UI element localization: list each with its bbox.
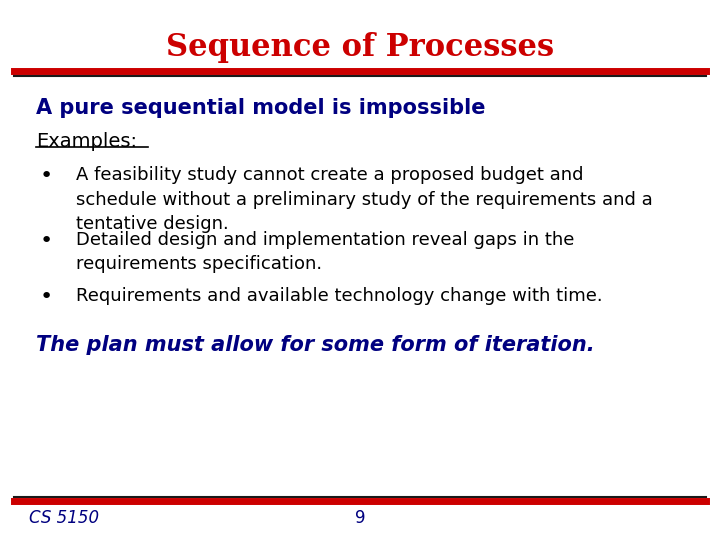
Text: A pure sequential model is impossible: A pure sequential model is impossible [36, 98, 485, 118]
Text: 9: 9 [355, 509, 365, 526]
Text: Examples:: Examples: [36, 132, 137, 151]
Text: The plan must allow for some form of iteration.: The plan must allow for some form of ite… [36, 335, 595, 355]
Text: •: • [40, 166, 53, 186]
Text: Detailed design and implementation reveal gaps in the
requirements specification: Detailed design and implementation revea… [76, 231, 574, 273]
Text: •: • [40, 231, 53, 251]
Text: A feasibility study cannot create a proposed budget and
schedule without a preli: A feasibility study cannot create a prop… [76, 166, 652, 233]
Text: •: • [40, 287, 53, 307]
Text: CS 5150: CS 5150 [29, 509, 99, 526]
Text: Requirements and available technology change with time.: Requirements and available technology ch… [76, 287, 602, 305]
Text: Sequence of Processes: Sequence of Processes [166, 32, 554, 63]
